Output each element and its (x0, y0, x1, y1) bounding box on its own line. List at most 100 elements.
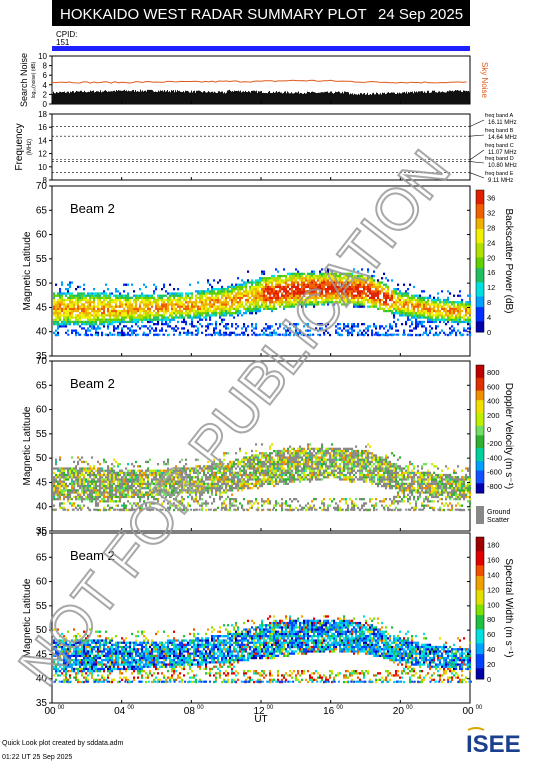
noise-bar (174, 92, 175, 104)
noise-bar (138, 92, 139, 104)
echo-cell (65, 288, 67, 290)
echo-cell (97, 325, 99, 327)
echo-cell (255, 299, 257, 301)
echo-cell (161, 288, 163, 290)
lat-tick-label: 45 (36, 302, 48, 313)
echo-cell (131, 487, 133, 489)
noise-bar (116, 90, 117, 104)
echo-cell (425, 312, 427, 314)
echo-cell (75, 334, 77, 336)
echo-cell (73, 461, 75, 463)
echo-cell (233, 301, 235, 303)
echo-cell (347, 332, 349, 334)
echo-cell (53, 312, 55, 314)
noise-bar (150, 90, 151, 104)
echo-cell (59, 316, 61, 318)
noise-bar (395, 94, 396, 104)
echo-cell (141, 310, 143, 312)
echo-cell (387, 288, 389, 290)
echo-cell (91, 494, 93, 496)
echo-cell (131, 485, 133, 487)
echo-cell (91, 481, 93, 483)
echo-cell (211, 306, 213, 308)
echo-cell (179, 308, 181, 310)
echo-cell (431, 319, 433, 321)
echo-cell (203, 299, 205, 301)
echo-cell (69, 314, 71, 316)
echo-cell (195, 314, 197, 316)
echo-cell (247, 306, 249, 308)
colorbar-tick-label: 32 (487, 208, 495, 217)
echo-cell (97, 316, 99, 318)
echo-cell (399, 292, 401, 294)
echo-cell (223, 507, 225, 509)
echo-cell (273, 275, 275, 277)
echo-cell (79, 507, 81, 509)
echo-cell (259, 279, 261, 281)
echo-cell (351, 330, 353, 332)
echo-cell (109, 297, 111, 299)
echo-cell (405, 323, 407, 325)
echo-cell (69, 297, 71, 299)
echo-cell (254, 334, 256, 336)
echo-cell (101, 319, 103, 321)
echo-cell (421, 323, 423, 325)
echo-cell (129, 476, 131, 478)
echo-cell (83, 288, 85, 290)
echo-cell (374, 334, 376, 336)
echo-cell (179, 310, 181, 312)
echo-cell (409, 284, 411, 286)
echo-cell (225, 292, 227, 294)
noise-bar (139, 92, 140, 104)
echo-cell (157, 299, 159, 301)
echo-cell (103, 290, 105, 292)
echo-cell (205, 330, 207, 332)
echo-cell (411, 308, 413, 310)
echo-cell (267, 286, 269, 288)
echo-cell (385, 301, 387, 303)
echo-cell (113, 487, 115, 489)
noise-bar (302, 94, 303, 104)
noise-bar (447, 91, 448, 104)
echo-cell (151, 319, 153, 321)
noise-bar (332, 93, 333, 104)
echo-cell (261, 301, 263, 303)
echo-cell (135, 301, 137, 303)
echo-cell (263, 301, 265, 303)
echo-cell (255, 281, 257, 283)
echo-cell (413, 310, 415, 312)
noise-bar (407, 94, 408, 104)
echo-cell (123, 483, 125, 485)
echo-cell (75, 330, 77, 332)
echo-cell (285, 277, 287, 279)
echo-cell (203, 292, 205, 294)
echo-cell (367, 334, 369, 336)
echo-cell (65, 299, 67, 301)
echo-cell (199, 316, 201, 318)
echo-cell (59, 491, 61, 493)
echo-cell (69, 284, 71, 286)
echo-cell (269, 306, 271, 308)
echo-cell (247, 325, 249, 327)
echo-cell (95, 314, 97, 316)
noise-bar (151, 90, 152, 104)
echo-cell (83, 306, 85, 308)
echo-cell (57, 489, 59, 491)
noise-bar (225, 94, 226, 104)
echo-cell (191, 310, 193, 312)
echo-cell (205, 319, 207, 321)
echo-cell (393, 316, 395, 318)
echo-cell (375, 292, 377, 294)
noise-bar (317, 93, 318, 104)
echo-cell (187, 306, 189, 308)
echo-cell (215, 297, 217, 299)
echo-cell (95, 485, 97, 487)
echo-cell (351, 332, 353, 334)
echo-cell (115, 303, 117, 305)
echo-cell (83, 461, 85, 463)
echo-cell (229, 297, 231, 299)
echo-cell (99, 308, 101, 310)
echo-cell (231, 487, 233, 489)
echo-cell (139, 481, 141, 483)
